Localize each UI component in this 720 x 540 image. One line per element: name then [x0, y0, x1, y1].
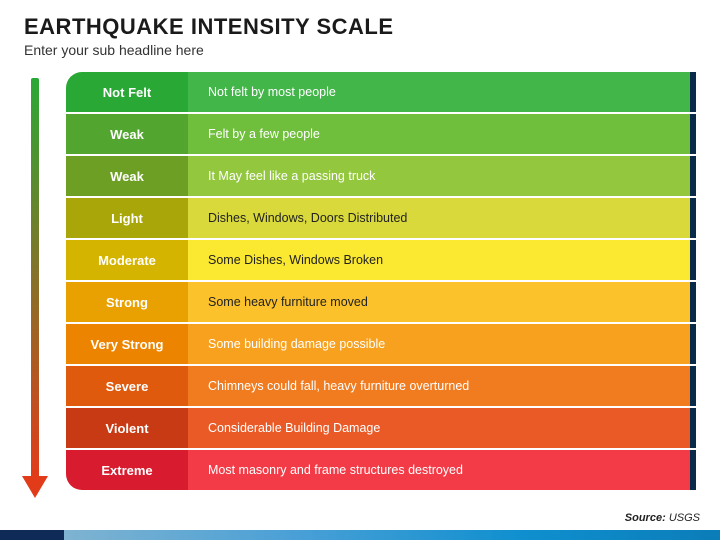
- scale-row: Very StrongSome building damage possible: [66, 324, 696, 364]
- scale-row: ExtremeMost masonry and frame structures…: [66, 450, 696, 490]
- scale-row-label: Severe: [66, 366, 188, 406]
- intensity-scale: Not FeltNot felt by most peopleWeakFelt …: [24, 72, 696, 502]
- scale-row-label: Weak: [66, 156, 188, 196]
- scale-row: SevereChimneys could fall, heavy furnitu…: [66, 366, 696, 406]
- scale-row-label: Not Felt: [66, 72, 188, 112]
- scale-row-description: Felt by a few people: [186, 114, 690, 154]
- scale-row-description: Considerable Building Damage: [186, 408, 690, 448]
- scale-row-edge: [690, 408, 696, 448]
- bottom-accent-bar: [0, 530, 720, 540]
- source-label: Source:: [625, 512, 666, 524]
- scale-row: Not FeltNot felt by most people: [66, 72, 696, 112]
- scale-row: StrongSome heavy furniture moved: [66, 282, 696, 322]
- page-title: EARTHQUAKE INTENSITY SCALE: [24, 14, 696, 40]
- scale-row-edge: [690, 282, 696, 322]
- scale-row-description: Some Dishes, Windows Broken: [186, 240, 690, 280]
- source-attribution: Source: USGS: [625, 512, 700, 524]
- source-value: USGS: [669, 512, 700, 524]
- scale-row-description: Not felt by most people: [186, 72, 690, 112]
- scale-row-label: Light: [66, 198, 188, 238]
- scale-row-edge: [690, 450, 696, 490]
- bottom-bar-dark: [0, 530, 64, 540]
- scale-row-edge: [690, 72, 696, 112]
- scale-row-description: Dishes, Windows, Doors Distributed: [186, 198, 690, 238]
- scale-row-label: Extreme: [66, 450, 188, 490]
- scale-rows: Not FeltNot felt by most peopleWeakFelt …: [66, 72, 696, 492]
- scale-row-description: Some building damage possible: [186, 324, 690, 364]
- page-subtitle: Enter your sub headline here: [24, 42, 696, 58]
- scale-row-edge: [690, 114, 696, 154]
- header: EARTHQUAKE INTENSITY SCALE Enter your su…: [0, 0, 720, 64]
- scale-row-description: Most masonry and frame structures destro…: [186, 450, 690, 490]
- scale-row-label: Violent: [66, 408, 188, 448]
- scale-row: ModerateSome Dishes, Windows Broken: [66, 240, 696, 280]
- scale-row-edge: [690, 366, 696, 406]
- scale-row-description: It May feel like a passing truck: [186, 156, 690, 196]
- scale-row-edge: [690, 324, 696, 364]
- scale-row-description: Chimneys could fall, heavy furniture ove…: [186, 366, 690, 406]
- scale-row-edge: [690, 240, 696, 280]
- scale-row-edge: [690, 198, 696, 238]
- scale-row: LightDishes, Windows, Doors Distributed: [66, 198, 696, 238]
- scale-row: ViolentConsiderable Building Damage: [66, 408, 696, 448]
- bottom-bar-gradient: [64, 530, 720, 540]
- scale-row-edge: [690, 156, 696, 196]
- scale-row-label: Very Strong: [66, 324, 188, 364]
- scale-row-label: Moderate: [66, 240, 188, 280]
- arrow-down-icon: [28, 78, 42, 498]
- scale-row: WeakFelt by a few people: [66, 114, 696, 154]
- scale-row: WeakIt May feel like a passing truck: [66, 156, 696, 196]
- scale-row-label: Weak: [66, 114, 188, 154]
- scale-row-description: Some heavy furniture moved: [186, 282, 690, 322]
- scale-row-label: Strong: [66, 282, 188, 322]
